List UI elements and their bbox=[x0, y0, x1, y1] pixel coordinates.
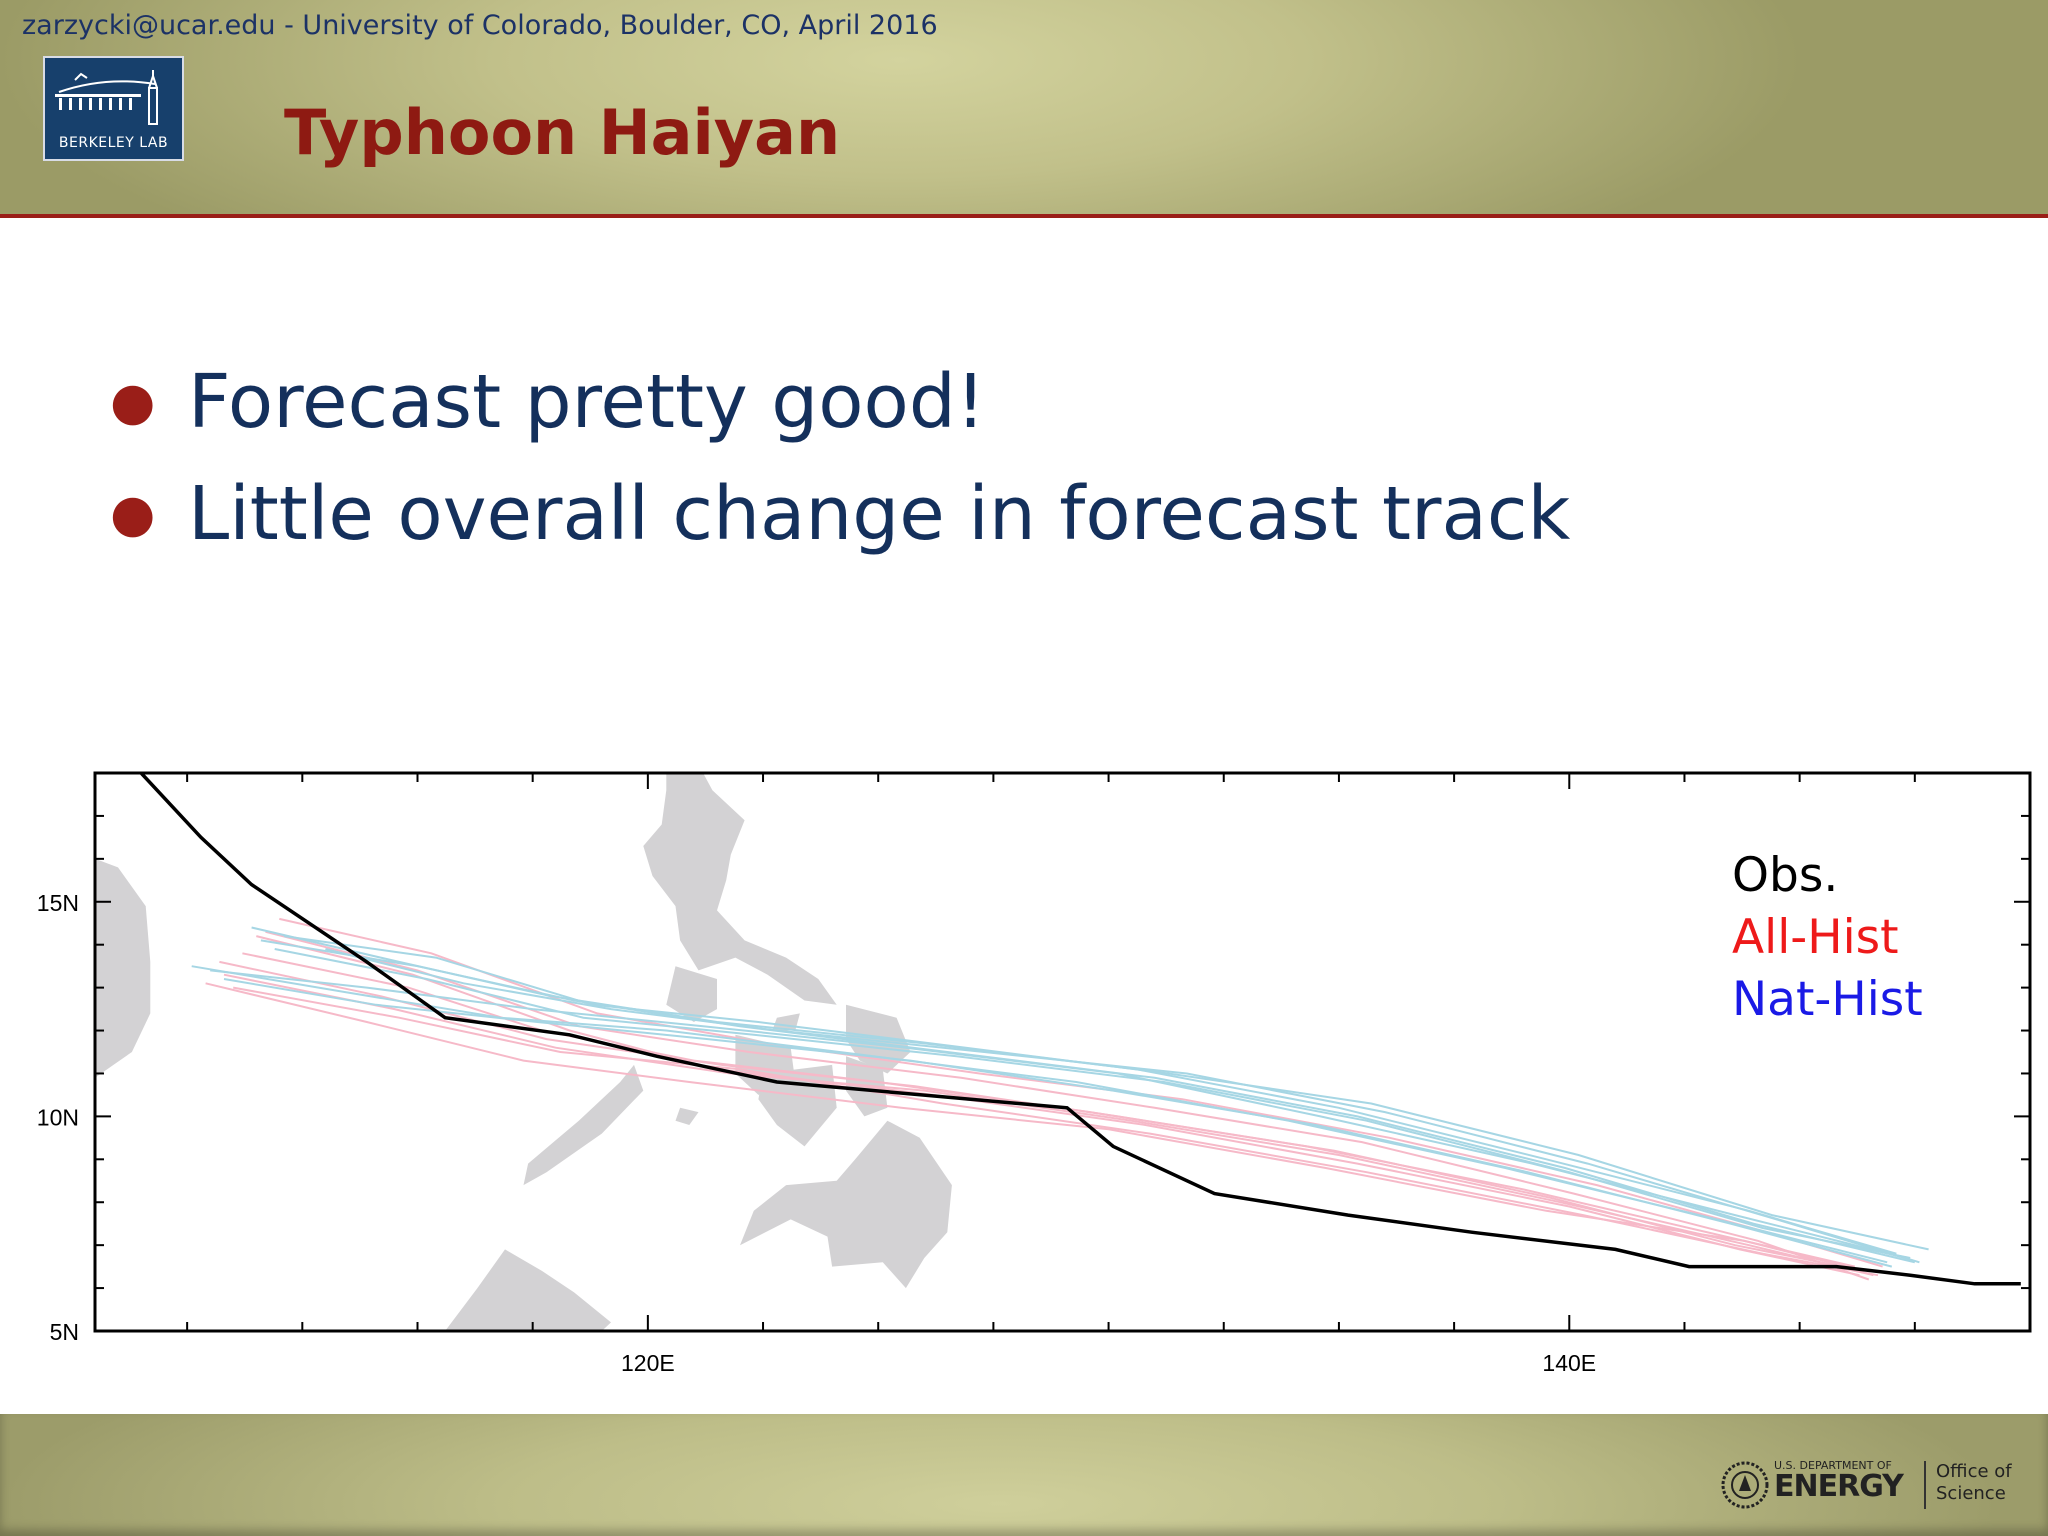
track-map-svg: 120E 140E 15N 10N 5N bbox=[37, 771, 2032, 1376]
land-borneo bbox=[445, 1249, 611, 1331]
land-islet-1 bbox=[675, 1107, 699, 1125]
map-frame bbox=[93, 771, 2032, 1333]
x-tick-label: 140E bbox=[1542, 1350, 1596, 1376]
nat-hist-track bbox=[274, 948, 1911, 1259]
doe-office-text: Office of Science bbox=[1936, 1461, 2012, 1505]
bullet-text: Forecast pretty good! bbox=[188, 359, 986, 445]
all-hist-track bbox=[256, 935, 1860, 1277]
office-line-1: Office of bbox=[1936, 1461, 2012, 1482]
slide-header: zarzycki@ucar.edu - University of Colora… bbox=[0, 0, 2048, 218]
nat-hist-track bbox=[325, 948, 1920, 1264]
nat-hist-track bbox=[260, 939, 1916, 1264]
legend-obs: Obs. bbox=[1732, 848, 1839, 903]
all-hist-track bbox=[219, 960, 1865, 1272]
doe-small-text: U.S. DEPARTMENT OF bbox=[1774, 1459, 1892, 1472]
all-hist-track bbox=[233, 986, 1879, 1277]
doe-divider bbox=[1924, 1461, 1926, 1509]
land-mindanao bbox=[740, 1120, 952, 1289]
berkeley-lab-building-icon bbox=[55, 70, 158, 125]
land-luzon bbox=[643, 773, 837, 1005]
land-vietnam-coast bbox=[95, 858, 151, 1078]
map-legend: Obs. All-Hist Nat-Hist bbox=[1732, 845, 1923, 1031]
y-tick-label: 10N bbox=[37, 1104, 79, 1130]
all-hist-track bbox=[265, 930, 1870, 1281]
doe-office-of-science-logo: U.S. DEPARTMENT OF ENERGY Office of Scie… bbox=[1718, 1455, 2018, 1515]
x-tick-label: 120E bbox=[621, 1350, 675, 1376]
legend-all-hist: All-Hist bbox=[1732, 910, 1899, 965]
all-hist-track bbox=[279, 917, 1883, 1268]
track-map: 120E 140E 15N 10N 5N bbox=[0, 760, 2048, 1420]
doe-energy-text: ENERGY bbox=[1774, 1469, 1904, 1504]
berkeley-lab-logo: BERKELEY LAB bbox=[43, 56, 184, 161]
y-tick-label: 15N bbox=[37, 890, 79, 916]
nat-hist-track bbox=[223, 978, 1893, 1268]
y-tick-label: 5N bbox=[50, 1319, 79, 1345]
obs-track bbox=[139, 773, 2021, 1286]
office-line-2: Science bbox=[1936, 1483, 2006, 1504]
slide-title: Typhoon Haiyan bbox=[284, 96, 841, 169]
doe-seal-icon bbox=[1721, 1461, 1769, 1509]
logo-text: BERKELEY LAB bbox=[58, 135, 169, 151]
header-meta-text: zarzycki@ucar.edu - University of Colora… bbox=[22, 10, 938, 41]
slide-footer bbox=[0, 1414, 2048, 1536]
all-hist-track bbox=[205, 982, 1865, 1272]
land-mindoro bbox=[666, 966, 717, 1022]
legend-nat-hist: Nat-Hist bbox=[1732, 972, 1923, 1027]
land-palawan bbox=[523, 1064, 644, 1186]
bullet-dot-icon: ● bbox=[110, 484, 156, 544]
bullet-dot-icon: ● bbox=[110, 372, 156, 432]
bullet-text: Little overall change in forecast track bbox=[188, 471, 1571, 557]
